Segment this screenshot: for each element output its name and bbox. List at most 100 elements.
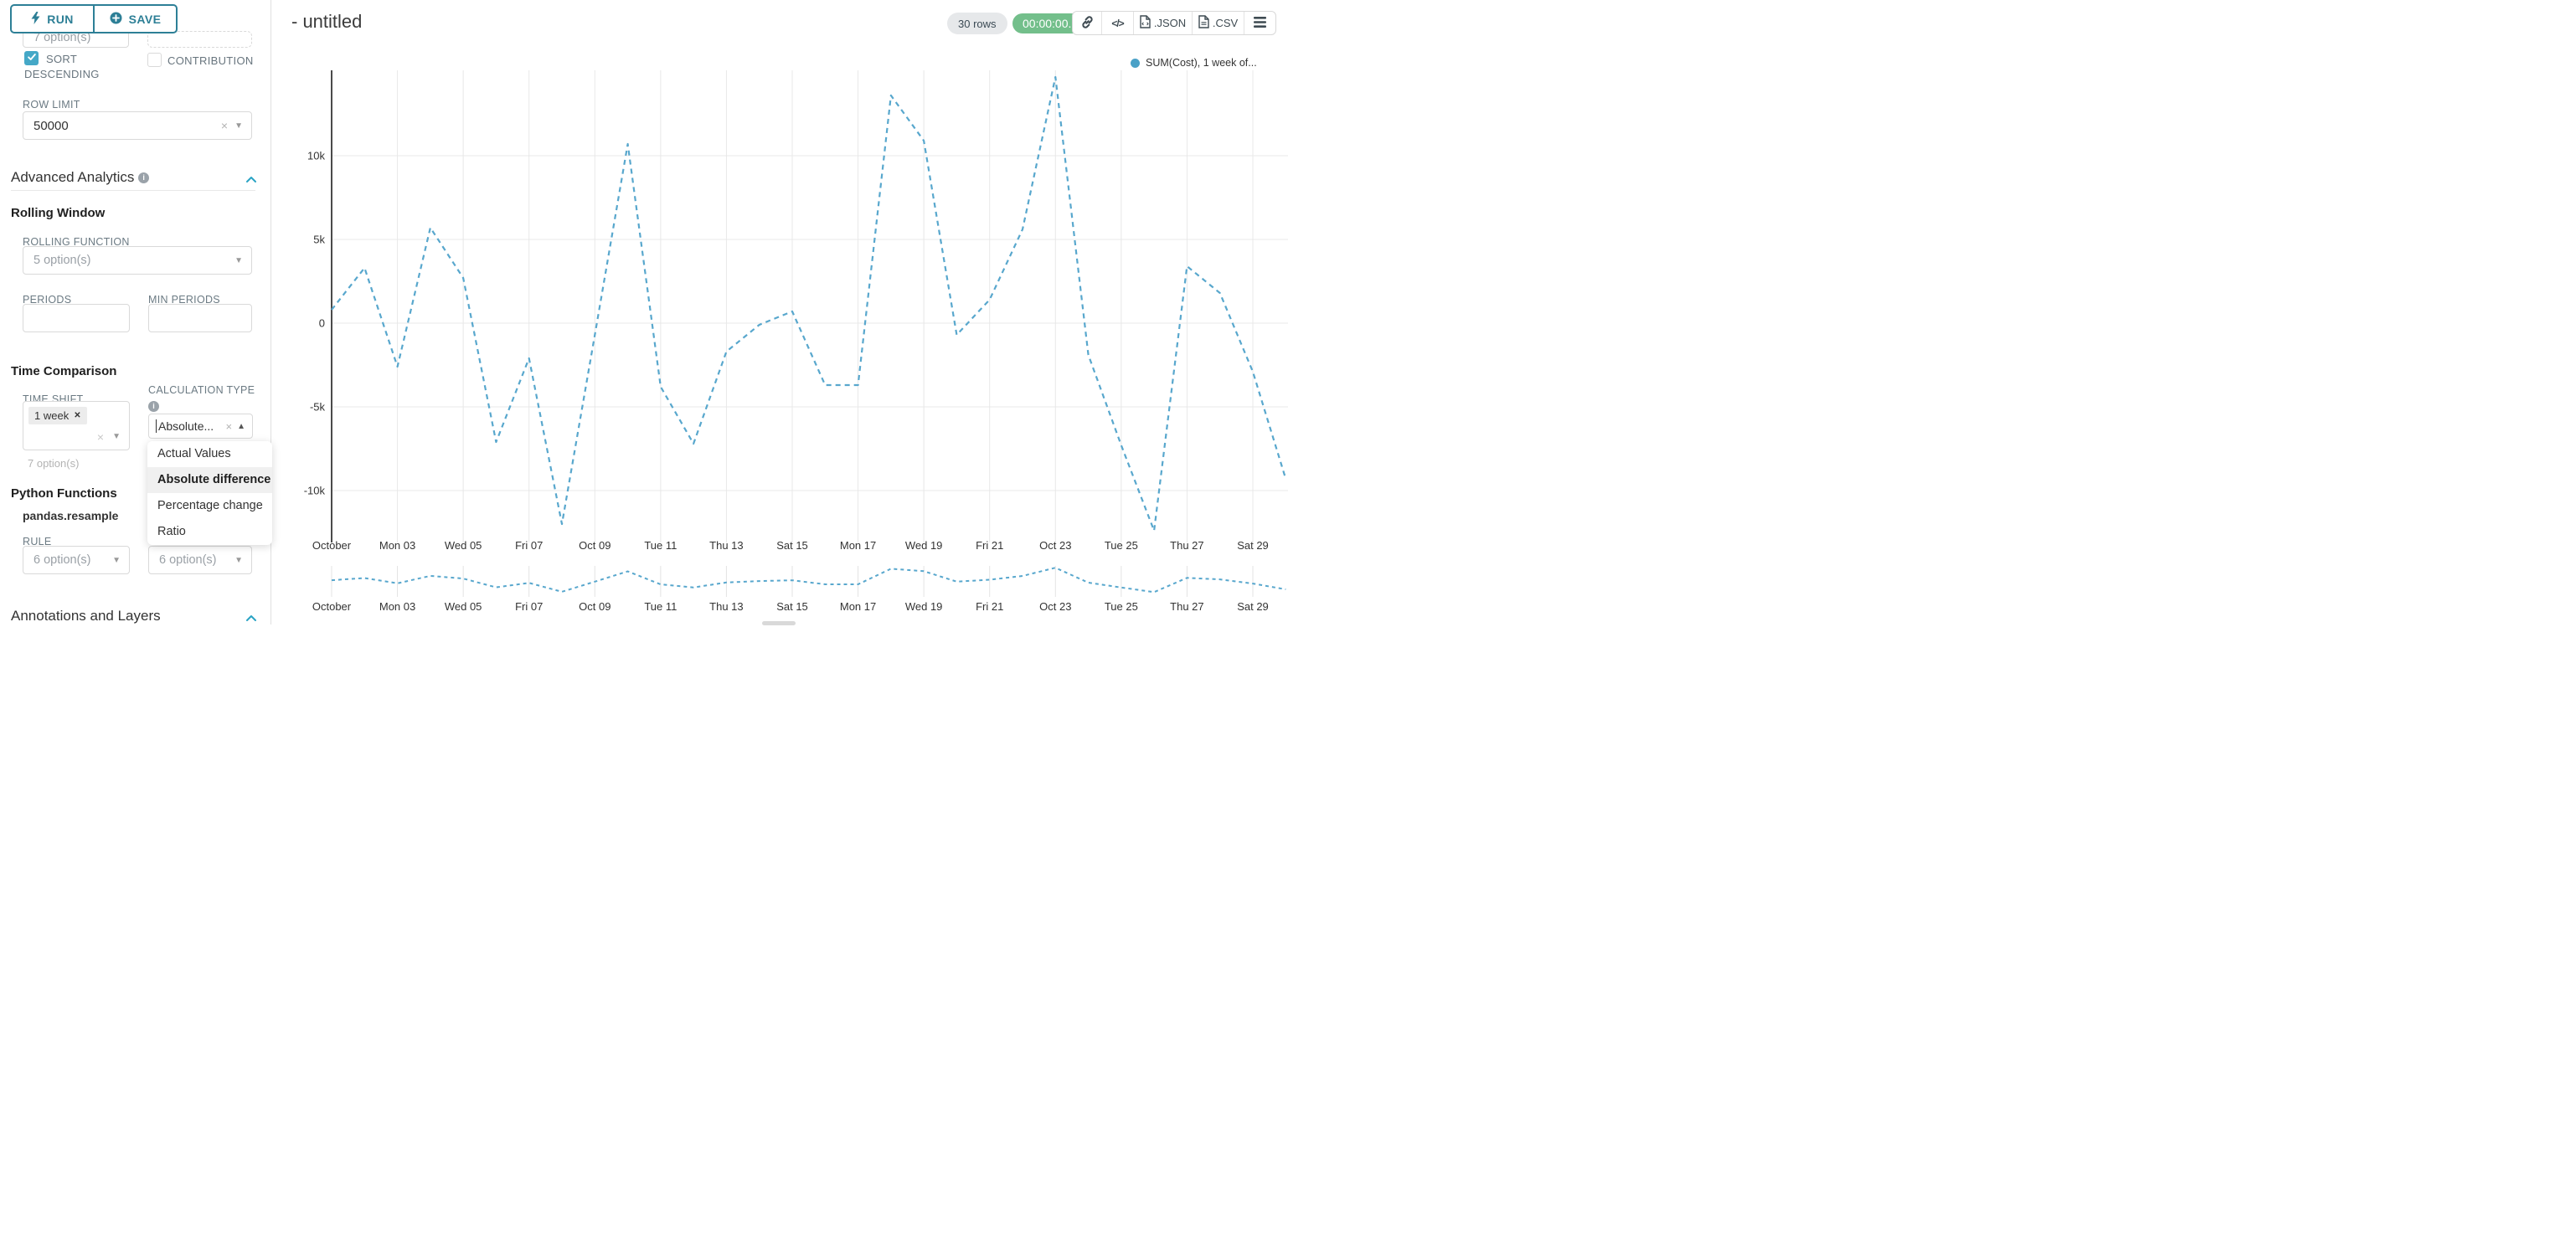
- dropdown-option-actual-values[interactable]: Actual Values: [157, 447, 231, 460]
- rule-select-1[interactable]: 6 option(s) ▼: [23, 546, 130, 574]
- mini-x-axis-tick-label: Fri 07: [515, 600, 543, 613]
- mini-x-axis-tick-label: Tue 11: [644, 600, 677, 613]
- row-limit-select[interactable]: 50000 × ▼: [23, 111, 252, 140]
- mini-x-axis-tick-label: Mon 03: [379, 600, 415, 613]
- x-axis-tick-label: Mon 03: [379, 539, 415, 552]
- rule-select-2[interactable]: 6 option(s) ▼: [148, 546, 252, 574]
- x-axis-tick-label: Oct 23: [1039, 539, 1071, 552]
- x-axis-tick-label: Sat 15: [776, 539, 808, 552]
- x-axis-tick-label: Sat 29: [1237, 539, 1269, 552]
- time-shift-hint: 7 option(s): [28, 457, 80, 470]
- run-button[interactable]: RUN: [12, 6, 93, 32]
- mini-x-axis-tick-label: Fri 21: [976, 600, 1003, 613]
- annotations-layers-header[interactable]: Annotations and Layers: [11, 608, 161, 624]
- text-cursor: [156, 419, 157, 433]
- export-csv-button[interactable]: .CSV: [1192, 12, 1244, 34]
- collapse-chevron-icon[interactable]: [245, 172, 257, 188]
- export-json-button[interactable]: .JSON: [1133, 12, 1192, 34]
- remove-chip-icon[interactable]: ✕: [74, 411, 81, 420]
- export-json-label: .JSON: [1153, 17, 1187, 29]
- mini-x-axis-tick-label: Wed 05: [445, 600, 482, 613]
- calculation-type-value: Absolute...: [158, 419, 214, 433]
- x-axis-tick-label: October: [312, 539, 352, 552]
- min-periods-input[interactable]: [148, 304, 252, 332]
- info-icon: i: [138, 172, 150, 183]
- horizontal-scrollbar-thumb[interactable]: [762, 621, 796, 625]
- chart-canvas[interactable]: 10k 5k 0 -5k -10k October October Mon 03 Mon 03 W…: [271, 0, 1288, 624]
- calculation-type-select[interactable]: Absolute... × ▲: [148, 414, 253, 439]
- cutoff-dashed-input[interactable]: [147, 31, 252, 48]
- rolling-window-heading: Rolling Window: [11, 206, 106, 220]
- time-shift-multiselect[interactable]: 1 week ✕ × ▼: [23, 401, 130, 450]
- x-axis-tick-label: Tue 11: [644, 539, 677, 552]
- csv-file-icon: [1198, 15, 1209, 31]
- mini-x-axis-tick-label: Sat 15: [776, 600, 808, 613]
- rolling-function-value: 5 option(s): [33, 254, 91, 267]
- min-periods-label: MIN PERIODS: [148, 294, 220, 306]
- clear-icon[interactable]: ×: [225, 419, 233, 433]
- mini-x-axis-tick-label: Thu 13: [709, 600, 743, 613]
- mini-x-axis-tick-label: October: [312, 600, 352, 613]
- copy-link-button[interactable]: [1073, 12, 1101, 34]
- chart-legend[interactable]: SUM(Cost), 1 week of...: [1131, 55, 1257, 70]
- section-divider: [11, 190, 255, 191]
- export-button-group: </> .JSON .CSV: [1072, 11, 1276, 35]
- chevron-down-icon: ▼: [234, 255, 243, 265]
- mini-x-axis-tick-label: Tue 25: [1105, 600, 1138, 613]
- mini-x-axis-tick-label: Oct 23: [1039, 600, 1071, 613]
- rule-select-2-value: 6 option(s): [159, 553, 217, 567]
- control-panel-sidebar: 7 option(s) RUN SAVE SORT DESCENDING CON…: [0, 0, 272, 626]
- row-limit-label: ROW LIMIT: [23, 99, 80, 111]
- x-axis-tick-label: Tue 25: [1105, 539, 1138, 552]
- pandas-resample-label: pandas.resample: [23, 509, 119, 522]
- x-axis-tick-label: Wed 05: [445, 539, 482, 552]
- cutoff-select-value: 7 option(s): [33, 31, 91, 44]
- chevron-down-icon: ▼: [234, 555, 243, 565]
- python-functions-heading: Python Functions: [11, 486, 117, 501]
- bolt-icon: [31, 11, 40, 27]
- calculation-type-dropdown: Actual Values Absolute difference Percen…: [147, 441, 272, 545]
- y-axis-tick-label: -10k: [304, 485, 326, 497]
- mini-x-axis-tick-label: Thu 27: [1170, 600, 1203, 613]
- chevron-down-icon: ▼: [234, 121, 243, 131]
- dropdown-option-ratio[interactable]: Ratio: [157, 525, 186, 538]
- dropdown-option-percentage-change[interactable]: Percentage change: [157, 499, 263, 512]
- view-query-button[interactable]: </>: [1101, 12, 1133, 34]
- mini-x-axis-tick-label: Wed 19: [905, 600, 943, 613]
- chevron-down-icon: ▼: [112, 432, 121, 441]
- hamburger-menu-icon: [1254, 16, 1266, 30]
- y-axis-tick-label: 5k: [313, 234, 325, 246]
- row-count-badge: 30 rows: [947, 13, 1007, 34]
- clear-icon[interactable]: ×: [96, 430, 104, 444]
- save-button-label: SAVE: [128, 12, 162, 26]
- save-button[interactable]: SAVE: [93, 6, 176, 32]
- dropdown-option-absolute-difference[interactable]: Absolute difference: [147, 467, 272, 493]
- rolling-function-select[interactable]: 5 option(s) ▼: [23, 246, 252, 275]
- check-icon: [27, 51, 37, 66]
- legend-dot-icon: [1131, 58, 1140, 68]
- y-axis-tick-label: -5k: [310, 401, 326, 414]
- plus-circle-icon: [110, 12, 122, 27]
- main-series-line: [331, 75, 1287, 532]
- row-limit-value: 50000: [33, 118, 69, 133]
- x-axis-tick-label: Fri 07: [515, 539, 543, 552]
- collapse-chevron-icon[interactable]: [245, 611, 257, 626]
- rolling-function-label: ROLLING FUNCTION: [23, 236, 130, 248]
- advanced-analytics-header[interactable]: Advanced Analytics i: [11, 169, 150, 186]
- more-options-button[interactable]: [1244, 12, 1275, 34]
- export-csv-label: .CSV: [1212, 17, 1239, 29]
- mini-series-line: [331, 567, 1286, 594]
- clear-icon[interactable]: ×: [220, 119, 229, 132]
- sort-descending-label-2: DESCENDING: [24, 68, 100, 80]
- legend-label: SUM(Cost), 1 week of...: [1146, 57, 1257, 69]
- chart-title[interactable]: - untitled: [291, 11, 363, 32]
- sort-descending-checkbox[interactable]: [24, 51, 39, 65]
- rule-select-1-value: 6 option(s): [33, 553, 91, 567]
- time-comparison-heading: Time Comparison: [11, 364, 117, 378]
- periods-input[interactable]: [23, 304, 130, 332]
- contribution-checkbox[interactable]: [147, 53, 162, 67]
- rule-label: RULE: [23, 536, 52, 547]
- time-shift-chip[interactable]: 1 week ✕: [28, 407, 87, 424]
- json-file-icon: [1140, 15, 1151, 31]
- chevron-down-icon: ▼: [112, 555, 121, 565]
